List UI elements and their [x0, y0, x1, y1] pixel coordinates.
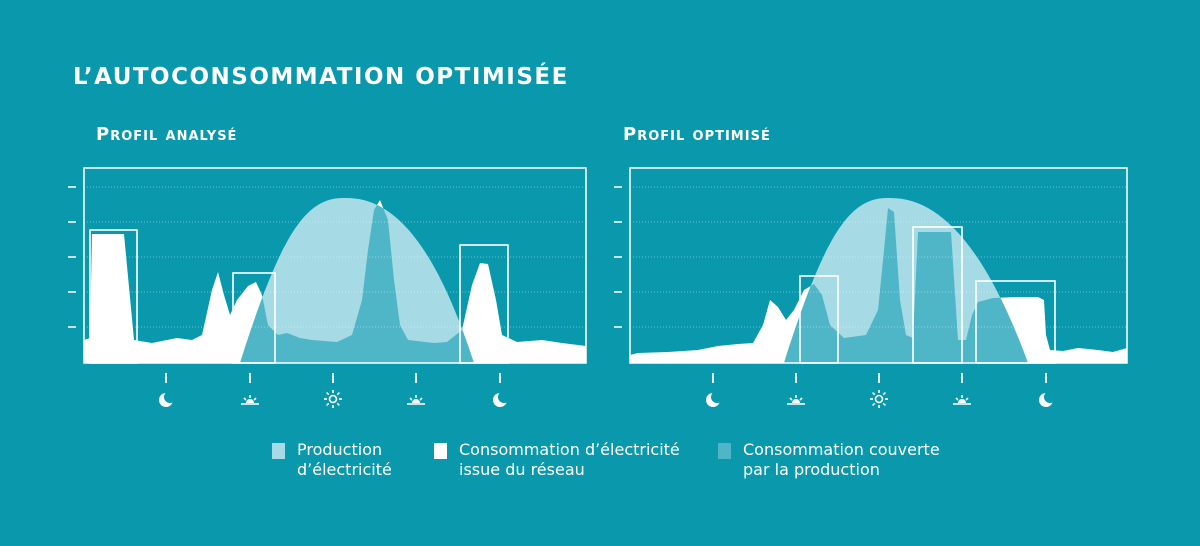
moon-icon [493, 391, 510, 407]
x-ticks [712, 373, 1047, 383]
legend-item-production: Production d’électricité [272, 440, 392, 480]
production-area [784, 197, 1028, 363]
chart-optimized [614, 167, 1128, 408]
chart-frame [629, 167, 1128, 364]
sun-icon [324, 390, 342, 408]
moon-icon [706, 391, 723, 407]
legend-swatch [272, 443, 285, 459]
legend-label: Consommation d’électricité issue du rése… [459, 440, 680, 479]
chart-title-optimized: Profil optimisé [623, 124, 771, 145]
y-ticks [68, 186, 76, 328]
chart-analyzed [68, 167, 587, 408]
sunset-icon [953, 395, 971, 405]
covered-area [784, 208, 1028, 363]
consumption-area [84, 200, 586, 363]
legend-item-grid-consumption: Consommation d’électricité issue du rése… [434, 440, 680, 480]
moon-icon [1039, 391, 1056, 407]
sunrise-icon [787, 395, 805, 405]
page-title: L’autoconsommation optimisée [73, 64, 569, 90]
production-area [240, 197, 474, 363]
legend-label: Production d’électricité [297, 440, 392, 479]
sunset-icon [407, 395, 425, 405]
legend-item-covered-consumption: Consommation couverte par la production [718, 440, 940, 480]
chart-title-analyzed: Profil analysé [96, 124, 238, 145]
chart-frame [83, 167, 587, 364]
legend-swatch [718, 443, 731, 459]
grid [630, 186, 1127, 328]
x-ticks [165, 373, 501, 383]
legend-label: Consommation couverte par la production [743, 440, 940, 479]
sun-icon [870, 390, 888, 408]
y-ticks [614, 186, 622, 328]
sunrise-icon [241, 395, 259, 405]
moon-icon [159, 391, 176, 407]
legend-swatch [434, 443, 447, 459]
